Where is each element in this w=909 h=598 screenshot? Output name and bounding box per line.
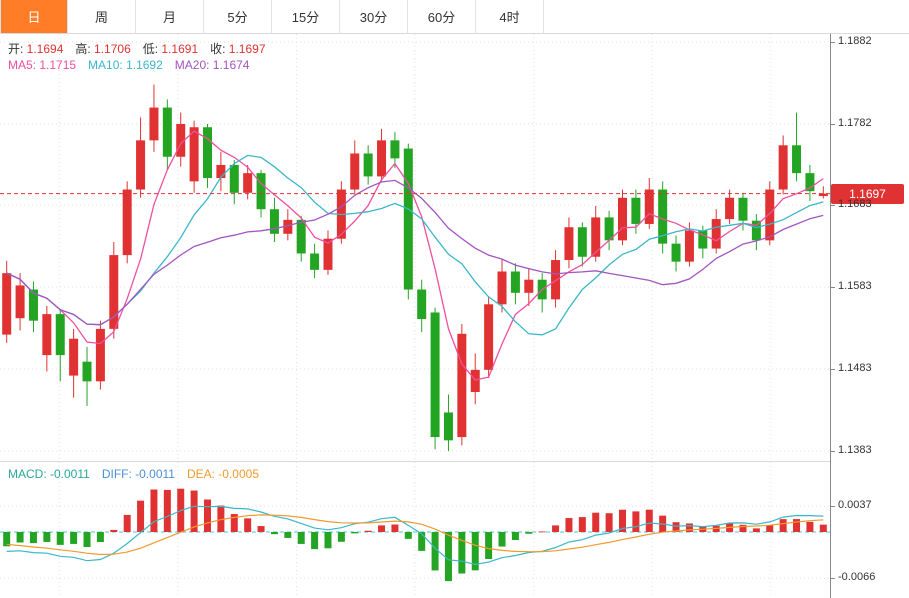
price-tick-mark [830,369,835,371]
macd-line-dea: DEA: -0.0005 [186,467,259,481]
macd-line-diff: DIFF: -0.0011 [101,467,175,481]
macd-tick-mark [830,506,835,508]
macd-chart[interactable] [0,462,830,598]
macd-tick-label: 0.0037 [838,499,872,512]
candlestick-chart[interactable] [0,34,830,462]
interval-tab-month[interactable]: 月 [136,0,204,33]
interval-tab-week[interactable]: 周 [68,0,136,33]
price-tick-mark [830,123,835,125]
interval-tab-5m[interactable]: 5分 [204,0,272,33]
ohlc-line-close: 收: 1.1697 [210,42,266,56]
price-tick-label: 1.1483 [838,362,872,375]
panel-divider [0,461,830,462]
price-tick-mark [830,42,835,43]
price-tick-mark [830,205,835,207]
ohlc-line-high: 高: 1.1706 [75,42,131,56]
last-price-badge: 1.1697 [831,183,904,204]
interval-tab-60m[interactable]: 60分 [408,0,476,33]
interval-tab-15m[interactable]: 15分 [272,0,340,33]
macd-tick-label: -0.0066 [838,571,876,584]
ma-info: MA5: 1.1715 MA10: 1.1692 MA20: 1.1674 [8,58,261,72]
ma-line-ma20: MA20: 1.1674 [174,58,250,72]
price-tick-label: 1.1782 [838,116,872,129]
interval-tab-30m[interactable]: 30分 [340,0,408,33]
macd-tick-mark [830,578,835,580]
interval-tab-day[interactable]: 日 [0,0,68,33]
price-tick-label: 1.1683 [838,198,872,211]
price-axis-line [830,34,831,598]
interval-tab-4h[interactable]: 4时 [476,0,544,33]
ma-line-ma10: MA10: 1.1692 [88,58,163,72]
ohlc-line-open: 开: 1.1694 [8,42,64,56]
ohlc-info: 开: 1.1694 高: 1.1706 低: 1.1691 收: 1.1697 [8,40,278,57]
price-tick-mark [830,287,835,289]
price-tick-mark [830,451,835,452]
macd-info: MACD: -0.0011 DIFF: -0.0011 DEA: -0.0005 [8,467,271,481]
ma-line-ma5: MA5: 1.1715 [8,58,77,72]
macd-line-macd: MACD: -0.0011 [8,467,90,481]
price-tick-label: 1.1383 [838,444,872,456]
price-tick-label: 1.1583 [838,280,872,293]
price-tick-label: 1.1882 [838,35,872,47]
interval-tabbar: 日周月 5分 15分 30分 60分 4时 [0,0,909,34]
ohlc-line-low: 低: 1.1691 [142,42,199,56]
